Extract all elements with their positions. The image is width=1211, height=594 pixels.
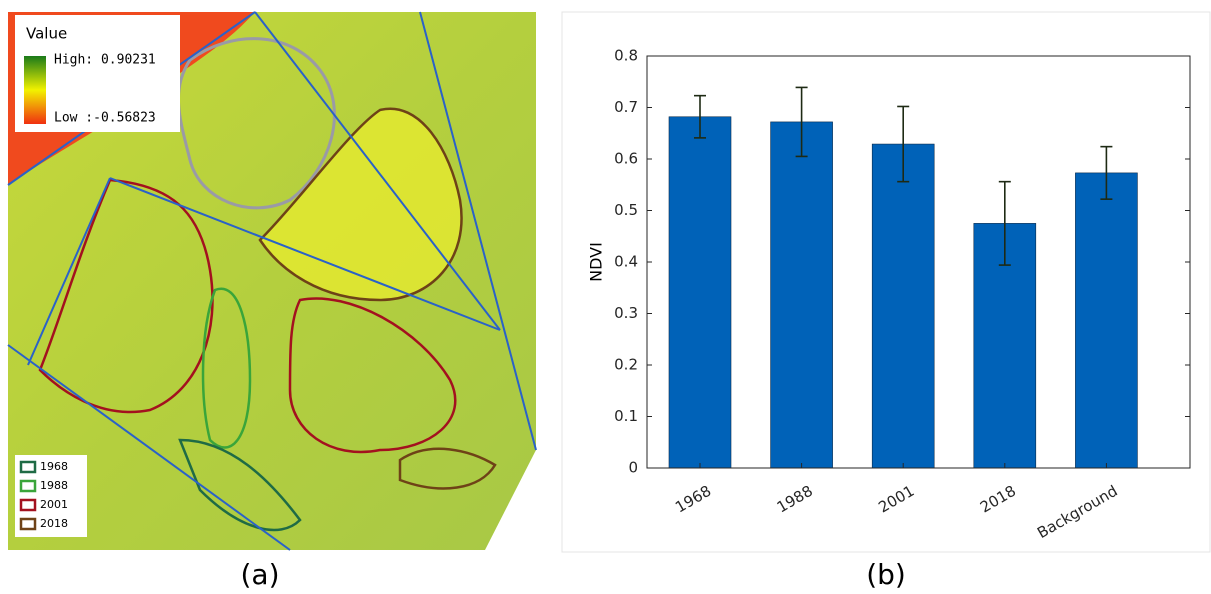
legend-label: 2001: [40, 498, 68, 511]
y-tick-label: 0.2: [614, 356, 638, 374]
colorbar-low: Low :-0.56823: [54, 111, 156, 126]
y-tick-label: 0.6: [614, 150, 638, 168]
y-tick-label: 0.8: [614, 47, 638, 65]
bar: [771, 122, 833, 468]
map: Value High: 0.90231 Low :-0.56823 1968 19…: [8, 12, 536, 550]
figure: Value High: 0.90231 Low :-0.56823 1968 19…: [0, 0, 1211, 594]
colorbar-title: Value: [26, 25, 67, 43]
bar: [669, 117, 731, 468]
y-tick-label: 0: [628, 459, 638, 477]
y-tick-label: 0.3: [614, 304, 638, 322]
caption-a: (a): [240, 558, 279, 591]
bar: [872, 144, 934, 468]
y-tick-label: 0.1: [614, 407, 638, 425]
bar: [1075, 173, 1137, 468]
colorbar-high: High: 0.90231: [54, 53, 156, 68]
y-tick-label: 0.4: [614, 253, 638, 271]
y-tick-label: 0.7: [614, 98, 638, 116]
legend-label: 1968: [40, 460, 68, 473]
legend-label: 1988: [40, 479, 68, 492]
y-axis-label: NDVI: [587, 242, 606, 282]
colorbar: [24, 56, 46, 124]
y-tick-label: 0.5: [614, 201, 638, 219]
legend-label: 2018: [40, 517, 68, 530]
caption-b: (b): [866, 558, 906, 591]
